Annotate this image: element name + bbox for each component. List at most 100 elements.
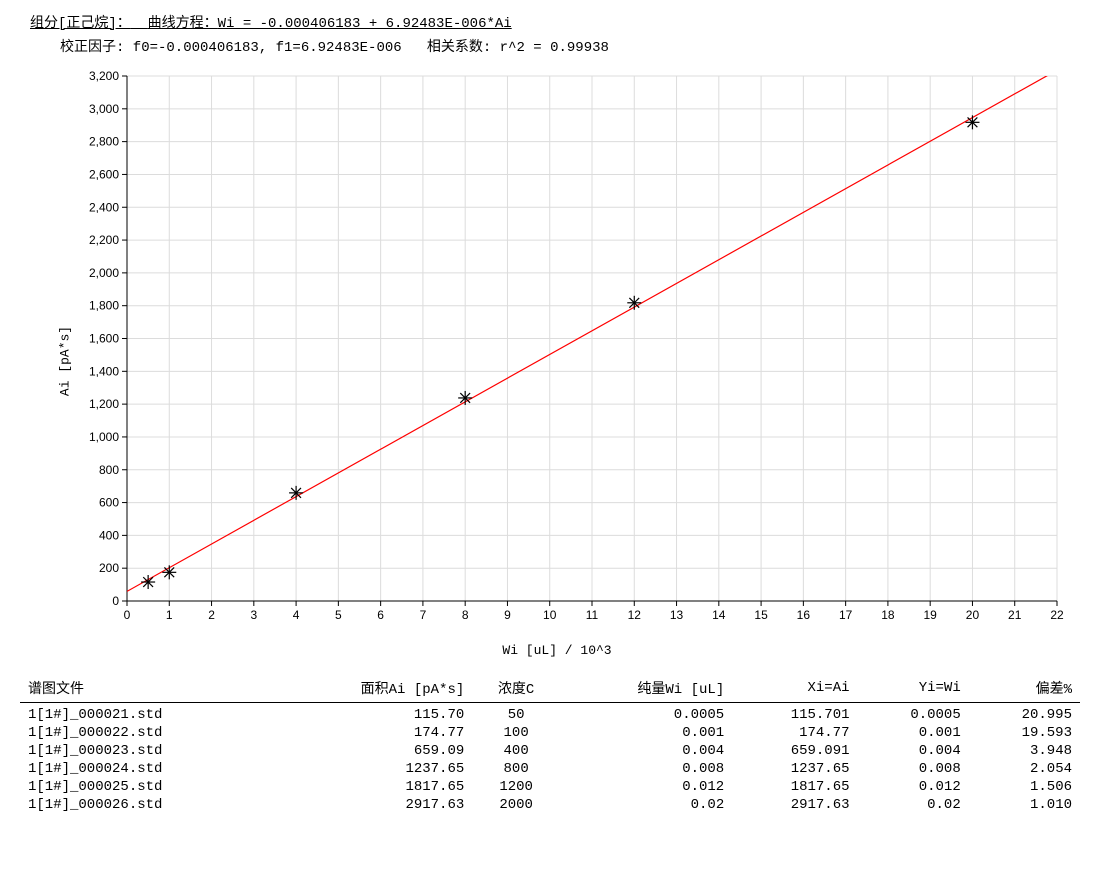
svg-text:15: 15	[754, 608, 768, 622]
svg-text:10: 10	[543, 608, 557, 622]
table-cell: 20.995	[969, 703, 1080, 725]
header-line2: 校正因子: f0=-0.000406183, f1=6.92483E-006 相…	[60, 36, 1094, 56]
table-col-header: 纯量Wi [uL]	[560, 676, 732, 703]
svg-text:3: 3	[250, 608, 257, 622]
table-col-header: 谱图文件	[20, 676, 272, 703]
table-col-header: 面积Ai [pA*s]	[272, 676, 472, 703]
svg-text:6: 6	[377, 608, 384, 622]
svg-text:18: 18	[881, 608, 895, 622]
table-cell: 2000	[472, 796, 560, 814]
svg-text:2,400: 2,400	[89, 200, 119, 214]
table-cell: 1.010	[969, 796, 1080, 814]
table-cell: 100	[472, 724, 560, 742]
table-cell: 115.701	[732, 703, 857, 725]
table-cell: 1200	[472, 778, 560, 796]
svg-text:1,600: 1,600	[89, 332, 119, 346]
table-row: 1[1#]_000025.std1817.6512000.0121817.650…	[20, 778, 1080, 796]
table-body: 1[1#]_000021.std115.70500.0005115.7010.0…	[20, 703, 1080, 815]
table-cell: 115.70	[272, 703, 472, 725]
svg-text:16: 16	[797, 608, 811, 622]
table-cell: 1817.65	[732, 778, 857, 796]
table-cell: 1[1#]_000021.std	[20, 703, 272, 725]
svg-text:1,200: 1,200	[89, 397, 119, 411]
table-cell: 0.02	[560, 796, 732, 814]
svg-text:2,800: 2,800	[89, 135, 119, 149]
svg-text:14: 14	[712, 608, 726, 622]
svg-text:1,400: 1,400	[89, 364, 119, 378]
table-cell: 0.004	[858, 742, 969, 760]
table-col-header: Xi=Ai	[732, 676, 857, 703]
correction-factors: 校正因子: f0=-0.000406183, f1=6.92483E-006	[60, 40, 402, 56]
x-axis-label: Wi [uL] / 10^3	[502, 643, 611, 658]
svg-text:200: 200	[99, 561, 119, 575]
svg-text:800: 800	[99, 463, 119, 477]
svg-text:0: 0	[124, 608, 131, 622]
svg-text:22: 22	[1050, 608, 1064, 622]
table-cell: 1237.65	[272, 760, 472, 778]
svg-text:400: 400	[99, 528, 119, 542]
calibration-chart: 0123456789101112131415161718192021220200…	[47, 66, 1067, 656]
svg-text:2,600: 2,600	[89, 167, 119, 181]
y-axis-label: Ai [pA*s]	[58, 326, 73, 396]
header-line1: 组分[正己烷]： 曲线方程：Wi = -0.000406183 + 6.9248…	[30, 12, 1094, 32]
table-cell: 1[1#]_000025.std	[20, 778, 272, 796]
svg-text:2,000: 2,000	[89, 266, 119, 280]
table-cell: 2917.63	[272, 796, 472, 814]
svg-text:0: 0	[112, 594, 119, 608]
table-cell: 2.054	[969, 760, 1080, 778]
table-cell: 2917.63	[732, 796, 857, 814]
table-header-row: 谱图文件面积Ai [pA*s]浓度C纯量Wi [uL]Xi=AiYi=Wi偏差%	[20, 676, 1080, 703]
table-cell: 0.02	[858, 796, 969, 814]
svg-text:2,200: 2,200	[89, 233, 119, 247]
table-cell: 0.012	[858, 778, 969, 796]
table-cell: 3.948	[969, 742, 1080, 760]
svg-text:1,800: 1,800	[89, 299, 119, 313]
svg-text:17: 17	[839, 608, 853, 622]
table-cell: 659.09	[272, 742, 472, 760]
equation-label: 曲线方程：	[148, 16, 218, 32]
svg-text:2: 2	[208, 608, 215, 622]
table-col-header: 偏差%	[969, 676, 1080, 703]
chart-svg: 0123456789101112131415161718192021220200…	[47, 66, 1067, 641]
table-row: 1[1#]_000021.std115.70500.0005115.7010.0…	[20, 703, 1080, 725]
svg-text:8: 8	[462, 608, 469, 622]
component-label: 组分[正己烷]：	[30, 16, 131, 32]
table-row: 1[1#]_000022.std174.771000.001174.770.00…	[20, 724, 1080, 742]
svg-text:12: 12	[628, 608, 642, 622]
svg-text:11: 11	[586, 608, 599, 622]
table-cell: 1237.65	[732, 760, 857, 778]
r-squared: 相关系数: r^2 = 0.99938	[427, 40, 609, 56]
table-cell: 659.091	[732, 742, 857, 760]
svg-text:13: 13	[670, 608, 684, 622]
table-cell: 50	[472, 703, 560, 725]
table-cell: 0.001	[560, 724, 732, 742]
table-cell: 19.593	[969, 724, 1080, 742]
svg-text:9: 9	[504, 608, 511, 622]
table-cell: 1.506	[969, 778, 1080, 796]
svg-text:19: 19	[924, 608, 938, 622]
svg-text:1: 1	[166, 608, 173, 622]
table-cell: 0.0005	[560, 703, 732, 725]
table-col-header: Yi=Wi	[858, 676, 969, 703]
table-cell: 1[1#]_000023.std	[20, 742, 272, 760]
svg-text:7: 7	[420, 608, 427, 622]
table-cell: 1817.65	[272, 778, 472, 796]
equation: Wi = -0.000406183 + 6.92483E-006*Ai	[218, 16, 512, 32]
table-cell: 1[1#]_000022.std	[20, 724, 272, 742]
svg-text:3,000: 3,000	[89, 102, 119, 116]
table-row: 1[1#]_000023.std659.094000.004659.0910.0…	[20, 742, 1080, 760]
svg-text:3,200: 3,200	[89, 69, 119, 83]
table-cell: 1[1#]_000026.std	[20, 796, 272, 814]
svg-text:1,000: 1,000	[89, 430, 119, 444]
table-cell: 174.77	[272, 724, 472, 742]
svg-text:4: 4	[293, 608, 300, 622]
table-cell: 174.77	[732, 724, 857, 742]
table-cell: 1[1#]_000024.std	[20, 760, 272, 778]
table-cell: 0.008	[560, 760, 732, 778]
svg-text:5: 5	[335, 608, 342, 622]
table-row: 1[1#]_000024.std1237.658000.0081237.650.…	[20, 760, 1080, 778]
svg-text:20: 20	[966, 608, 980, 622]
table-cell: 0.0005	[858, 703, 969, 725]
svg-text:21: 21	[1008, 608, 1022, 622]
svg-text:600: 600	[99, 496, 119, 510]
